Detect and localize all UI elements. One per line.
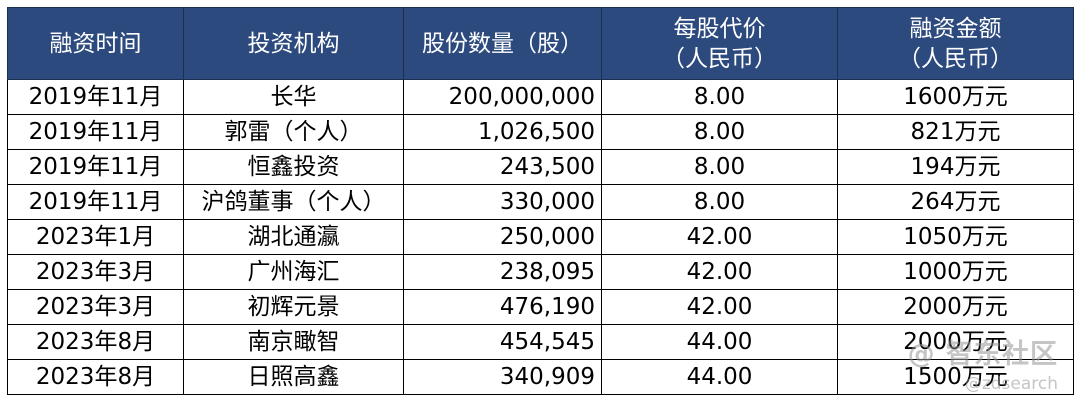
cell-price: 44.00 (601, 324, 838, 360)
cell-investor: 长华 (183, 79, 404, 115)
financing-table: 融资时间 投资机构 股份数量（股） 每股代价 （人民币） 融资金额 （人民币） … (7, 7, 1074, 395)
cell-amount: 1000万元 (837, 254, 1074, 290)
header-price-per-share: 每股代价 （人民币） (601, 7, 838, 80)
table-row: 2023年8月 日照高鑫 340,909 44.00 1500万元 (7, 359, 1074, 395)
cell-date: 2023年3月 (7, 289, 184, 325)
cell-price: 8.00 (601, 184, 838, 220)
header-line: 股份数量（股） (422, 30, 583, 57)
cell-amount: 264万元 (837, 184, 1074, 220)
cell-investor: 广州海汇 (183, 254, 404, 290)
header-line: 每股代价 (673, 15, 766, 42)
header-investor: 投资机构 (183, 7, 404, 80)
cell-price: 8.00 (601, 114, 838, 150)
cell-date: 2019年11月 (7, 114, 184, 150)
cell-amount: 821万元 (837, 114, 1074, 150)
cell-price: 44.00 (601, 359, 838, 395)
cell-investor: 南京瞰智 (183, 324, 404, 360)
table-row: 2019年11月 沪鸽董事（个人） 330,000 8.00 264万元 (7, 184, 1074, 220)
cell-amount: 1600万元 (837, 79, 1074, 115)
cell-date: 2019年11月 (7, 149, 184, 185)
cell-shares: 330,000 (403, 184, 602, 220)
cell-shares: 250,000 (403, 219, 602, 255)
header-line: （人民币） (898, 45, 1013, 72)
cell-investor: 日照高鑫 (183, 359, 404, 395)
header-financing-time: 融资时间 (7, 7, 184, 80)
cell-amount: 194万元 (837, 149, 1074, 185)
cell-date: 2023年8月 (7, 324, 184, 360)
cell-shares: 1,026,500 (403, 114, 602, 150)
cell-price: 8.00 (601, 79, 838, 115)
header-line: 投资机构 (247, 30, 340, 57)
cell-price: 42.00 (601, 254, 838, 290)
cell-shares: 238,095 (403, 254, 602, 290)
cell-date: 2023年1月 (7, 219, 184, 255)
cell-date: 2019年11月 (7, 79, 184, 115)
cell-date: 2023年8月 (7, 359, 184, 395)
cell-date: 2023年3月 (7, 254, 184, 290)
table-row: 2023年3月 广州海汇 238,095 42.00 1000万元 (7, 254, 1074, 290)
header-share-count: 股份数量（股） (403, 7, 602, 80)
cell-amount: 2000万元 (837, 324, 1074, 360)
cell-shares: 454,545 (403, 324, 602, 360)
cell-investor: 郭雷（个人） (183, 114, 404, 150)
header-line: 融资金额 (909, 15, 1002, 42)
cell-shares: 340,909 (403, 359, 602, 395)
table-row: 2023年3月 初辉元景 476,190 42.00 2000万元 (7, 289, 1074, 325)
table-row: 2019年11月 郭雷（个人） 1,026,500 8.00 821万元 (7, 114, 1074, 150)
cell-amount: 1500万元 (837, 359, 1074, 395)
cell-investor: 湖北通瀛 (183, 219, 404, 255)
cell-investor: 沪鸽董事（个人） (183, 184, 404, 220)
cell-price: 8.00 (601, 149, 838, 185)
table-row: 2023年1月 湖北通瀛 250,000 42.00 1050万元 (7, 219, 1074, 255)
header-line: 融资时间 (49, 30, 142, 57)
header-line: （人民币） (662, 45, 777, 72)
cell-shares: 476,190 (403, 289, 602, 325)
header-financing-amount: 融资金额 （人民币） (837, 7, 1074, 80)
cell-price: 42.00 (601, 289, 838, 325)
cell-shares: 200,000,000 (403, 79, 602, 115)
table-row: 2019年11月 恒鑫投资 243,500 8.00 194万元 (7, 149, 1074, 185)
cell-amount: 1050万元 (837, 219, 1074, 255)
cell-investor: 恒鑫投资 (183, 149, 404, 185)
table-header-row: 融资时间 投资机构 股份数量（股） 每股代价 （人民币） 融资金额 （人民币） (7, 7, 1074, 80)
table-row: 2023年8月 南京瞰智 454,545 44.00 2000万元 (7, 324, 1074, 360)
cell-shares: 243,500 (403, 149, 602, 185)
cell-date: 2019年11月 (7, 184, 184, 220)
cell-investor: 初辉元景 (183, 289, 404, 325)
table-row: 2019年11月 长华 200,000,000 8.00 1600万元 (7, 79, 1074, 115)
cell-amount: 2000万元 (837, 289, 1074, 325)
cell-price: 42.00 (601, 219, 838, 255)
